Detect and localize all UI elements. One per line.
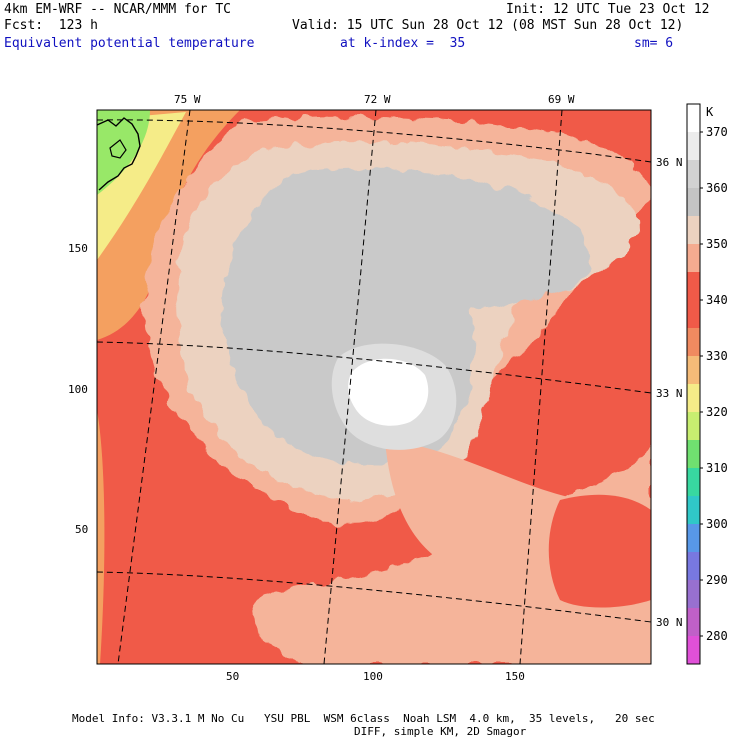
colorbar-swatch — [687, 496, 700, 524]
colorbar-swatch — [687, 384, 700, 412]
colorbar-label: 280 — [706, 629, 728, 643]
colorbar-label: 370 — [706, 125, 728, 139]
lon-label-75w: 75 W — [174, 93, 201, 106]
model-title: 4km EM-WRF -- NCAR/MMM for TC — [4, 2, 231, 17]
colorbar-swatch — [687, 468, 700, 496]
colorbar-swatch — [687, 580, 700, 608]
y-tick-150: 150 — [68, 242, 88, 255]
lon-label-69w: 69 W — [548, 93, 575, 106]
x-tick-100: 100 — [363, 670, 383, 683]
band-330-west — [97, 410, 105, 664]
colorbar-swatch — [687, 272, 700, 300]
colorbar-label: 330 — [706, 349, 728, 363]
model-info: Model Info: V3.3.1 M No Cu YSU PBL WSM 6… — [72, 712, 655, 725]
band-340-southeast — [548, 494, 651, 608]
band-360 — [222, 167, 592, 465]
field-name: Equivalent potential temperature — [4, 36, 255, 51]
colorbar-swatch — [687, 636, 700, 664]
colorbar-label: 300 — [706, 517, 728, 531]
colorbar-swatch — [687, 552, 700, 580]
colorbar-swatch — [687, 412, 700, 440]
y-tick-100: 100 — [68, 383, 88, 396]
lat-label-33n: 33 N — [656, 387, 683, 400]
plot-frame — [96, 109, 652, 665]
colorbar-label: 360 — [706, 181, 728, 195]
lat-label-36n: 36 N — [656, 156, 683, 169]
colorbar-swatch — [687, 104, 700, 132]
colorbar-swatch — [687, 328, 700, 356]
colorbar-swatch — [687, 300, 700, 328]
colorbar-swatch — [687, 244, 700, 272]
coastline — [97, 117, 141, 191]
colorbar-swatch — [687, 132, 700, 160]
init-time: Init: 12 UTC Tue 23 Oct 12 — [506, 2, 710, 17]
colorbar-unit: K — [706, 105, 714, 119]
colorbar-label: 320 — [706, 405, 728, 419]
inlet-outline — [109, 139, 127, 159]
colorbar-label: 310 — [706, 461, 728, 475]
model-diffusion: DIFF, simple KM, 2D Smagor — [354, 725, 527, 738]
graticule — [97, 110, 651, 664]
colorbar-frame — [686, 103, 701, 665]
axis-labels: 75 W 72 W 69 W 36 N 33 N 30 N 50 100 150… — [68, 93, 683, 683]
x-tick-150: 150 — [505, 670, 525, 683]
theta-e-field — [97, 110, 651, 664]
valid-time: Valid: 15 UTC Sun 28 Oct 12 (08 MST Sun … — [292, 18, 684, 33]
forecast-hour: Fcst: 123 h — [4, 18, 98, 33]
colorbar-swatch — [687, 188, 700, 216]
colorbar-swatch — [687, 356, 700, 384]
y-tick-50: 50 — [75, 523, 88, 536]
lon-label-72w: 72 W — [364, 93, 391, 106]
colorbar-swatch — [687, 608, 700, 636]
colorbar-label: 290 — [706, 573, 728, 587]
band-350-southeast — [385, 440, 651, 664]
colorbar-swatch — [687, 524, 700, 552]
colorbar-swatch — [687, 216, 700, 244]
colorbar-swatch — [687, 440, 700, 468]
colorbar-label: 350 — [706, 237, 728, 251]
colorbar-label: 340 — [706, 293, 728, 307]
smoothing-info: sm= 6 — [634, 36, 674, 51]
band-370 — [348, 358, 429, 426]
colorbar-swatch — [687, 160, 700, 188]
x-tick-50: 50 — [226, 670, 239, 683]
colorbar: 370 360 350 340 330 320 310 300 290 280 — [686, 103, 728, 665]
level-info: at k-index = 35 — [340, 36, 466, 51]
lat-label-30n: 30 N — [656, 616, 683, 629]
